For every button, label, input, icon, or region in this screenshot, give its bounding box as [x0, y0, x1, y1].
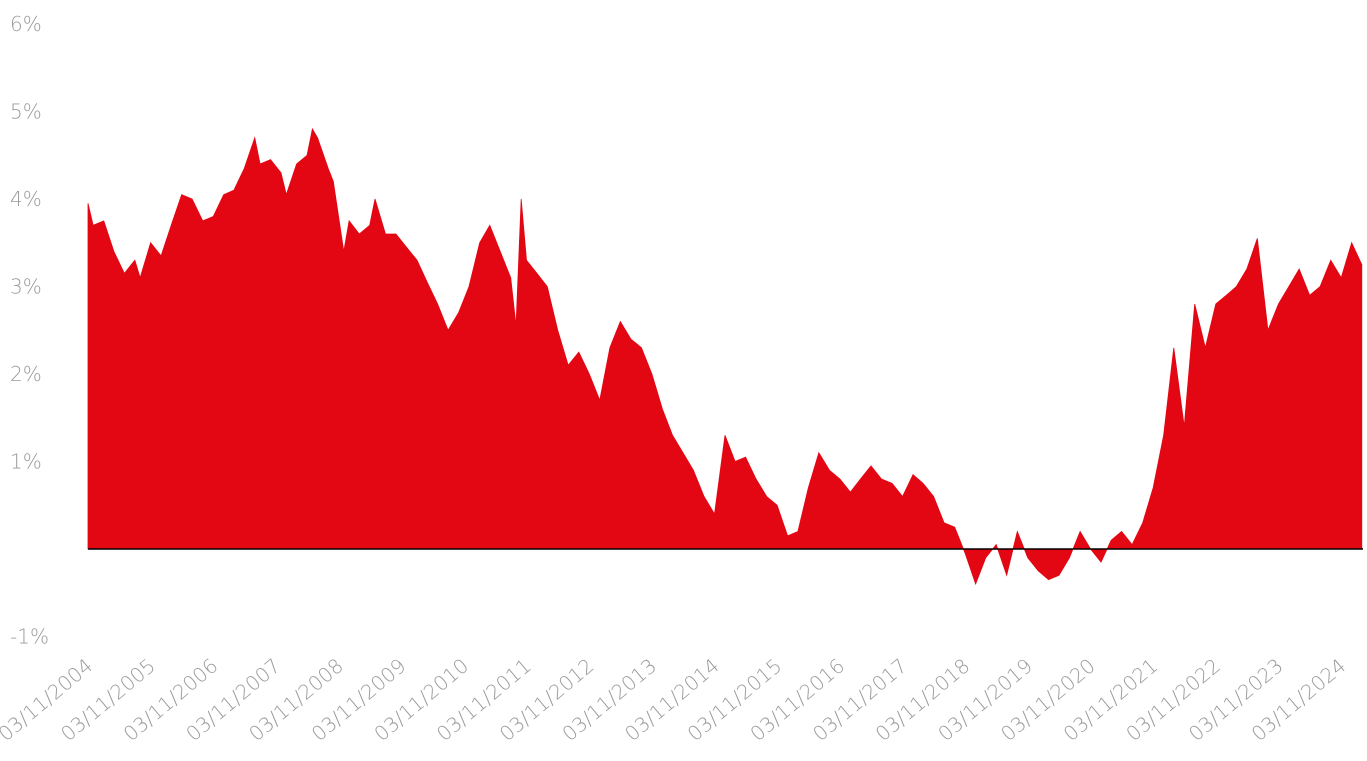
- y-tick-label: 3%: [10, 275, 42, 299]
- y-tick-label: 1%: [10, 450, 42, 474]
- y-tick-label: 5%: [10, 100, 42, 124]
- y-tick-label: 6%: [10, 12, 42, 36]
- y-tick-label: 2%: [10, 362, 42, 386]
- area: [87, 127, 1363, 586]
- y-tick-label: -1%: [10, 625, 49, 649]
- y-tick-label: 4%: [10, 187, 42, 211]
